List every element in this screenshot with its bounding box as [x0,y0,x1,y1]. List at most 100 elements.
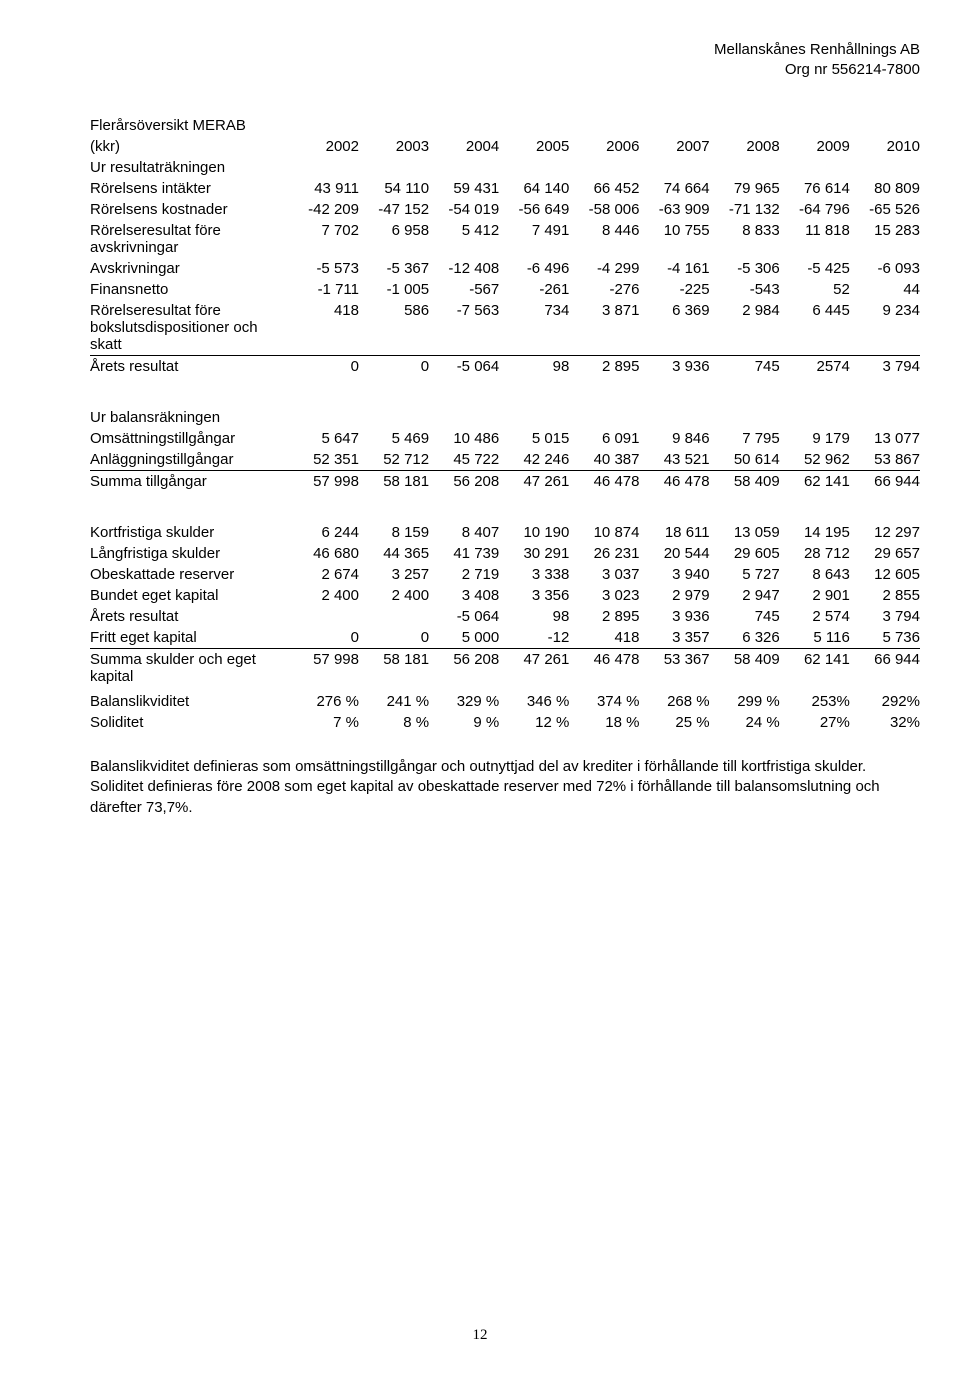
cell: 66 452 [569,178,639,199]
sum-row: Summa tillgångar57 99858 18156 20847 261… [90,471,920,493]
cell: 268 % [639,691,709,712]
cell: 9 179 [780,428,850,449]
cell: 9 % [429,712,499,733]
ratio-row: Soliditet7 %8 %9 %12 %18 %25 %24 %27%32% [90,712,920,733]
cell: 18 611 [639,522,709,543]
cell: 6 445 [780,300,850,356]
table-row: Obeskattade reserver2 6743 2572 7193 338… [90,564,920,585]
cell: 52 962 [780,449,850,471]
cell: 26 231 [569,543,639,564]
cell [710,492,780,522]
cell: 3 037 [569,564,639,585]
cell: 3 940 [639,564,709,585]
cell: 3 338 [499,564,569,585]
row-label: Obeskattade reserver [90,564,289,585]
cell: 2574 [780,356,850,378]
cell: 241 % [359,691,429,712]
section-heading: Ur resultaträkningen [90,157,920,178]
year-header: 2010 [850,136,920,157]
cell: 56 208 [429,649,499,688]
table-row: Fritt eget kapital005 000-124183 3576 32… [90,627,920,649]
cell [429,157,499,178]
cell: 7 702 [289,220,359,258]
table-row: Finansnetto-1 711-1 005-567-261-276-225-… [90,279,920,300]
cell: 3 794 [850,606,920,627]
cell [499,407,569,428]
org-number: Org nr 556214-7800 [90,60,920,80]
cell: 30 291 [499,543,569,564]
financial-table: Flerårsöversikt MERAB(kkr)20022003200420… [90,115,920,733]
cell: 12 % [499,712,569,733]
cell: 5 412 [429,220,499,258]
cell [569,377,639,407]
cell: 5 469 [359,428,429,449]
spacer [90,492,920,522]
cell: 53 367 [639,649,709,688]
cell [289,157,359,178]
result-row: Årets resultat00-5 064982 8953 936745257… [90,356,920,378]
cell: 3 936 [639,606,709,627]
cell: 47 261 [499,649,569,688]
cell: 66 944 [850,649,920,688]
cell: 3 023 [569,585,639,606]
cell: -6 496 [499,258,569,279]
cell: 253% [780,691,850,712]
row-label: Fritt eget kapital [90,627,289,649]
cell [569,492,639,522]
cell: -1 711 [289,279,359,300]
cell: 2 984 [710,300,780,356]
row-label: Bundet eget kapital [90,585,289,606]
cell: 8 159 [359,522,429,543]
page-header: Mellanskånes Renhållnings AB Org nr 5562… [90,40,920,79]
cell: 6 958 [359,220,429,258]
cell: 43 911 [289,178,359,199]
cell: 29 605 [710,543,780,564]
cell: 66 944 [850,471,920,493]
cell [639,407,709,428]
cell: 745 [710,606,780,627]
cell [429,407,499,428]
cell: 5 116 [780,627,850,649]
cell: 329 % [429,691,499,712]
cell: 2 979 [639,585,709,606]
row-label: Långfristiga skulder [90,543,289,564]
cell: -12 [499,627,569,649]
cell: 3 871 [569,300,639,356]
cell: 11 818 [780,220,850,258]
ratio-row: Balanslikviditet276 %241 %329 %346 %374 … [90,691,920,712]
cell: 5 000 [429,627,499,649]
cell: 2 674 [289,564,359,585]
cell [359,407,429,428]
cell: 3 408 [429,585,499,606]
row-label: Rörelseresultat före avskrivningar [90,220,289,258]
cell: 5 647 [289,428,359,449]
cell: 0 [289,627,359,649]
cell: 7 % [289,712,359,733]
cell: 8 % [359,712,429,733]
cell: 25 % [639,712,709,733]
cell: 9 846 [639,428,709,449]
cell [639,157,709,178]
year-header: 2009 [780,136,850,157]
cell: 9 234 [850,300,920,356]
table-row: Kortfristiga skulder6 2448 1598 40710 19… [90,522,920,543]
row-label: Finansnetto [90,279,289,300]
cell: 6 091 [569,428,639,449]
year-header: 2005 [499,136,569,157]
cell: -261 [499,279,569,300]
cell: -56 649 [499,199,569,220]
cell [429,377,499,407]
spacer [90,377,920,407]
table-row: Rörelsens kostnader-42 209-47 152-54 019… [90,199,920,220]
cell: 57 998 [289,649,359,688]
cell: 12 605 [850,564,920,585]
cell [499,157,569,178]
cell [639,377,709,407]
cell: 53 867 [850,449,920,471]
cell: 32% [850,712,920,733]
cell: 7 491 [499,220,569,258]
cell: 62 141 [780,649,850,688]
row-label: Rörelsens kostnader [90,199,289,220]
year-header: 2002 [289,136,359,157]
row-label: Kortfristiga skulder [90,522,289,543]
